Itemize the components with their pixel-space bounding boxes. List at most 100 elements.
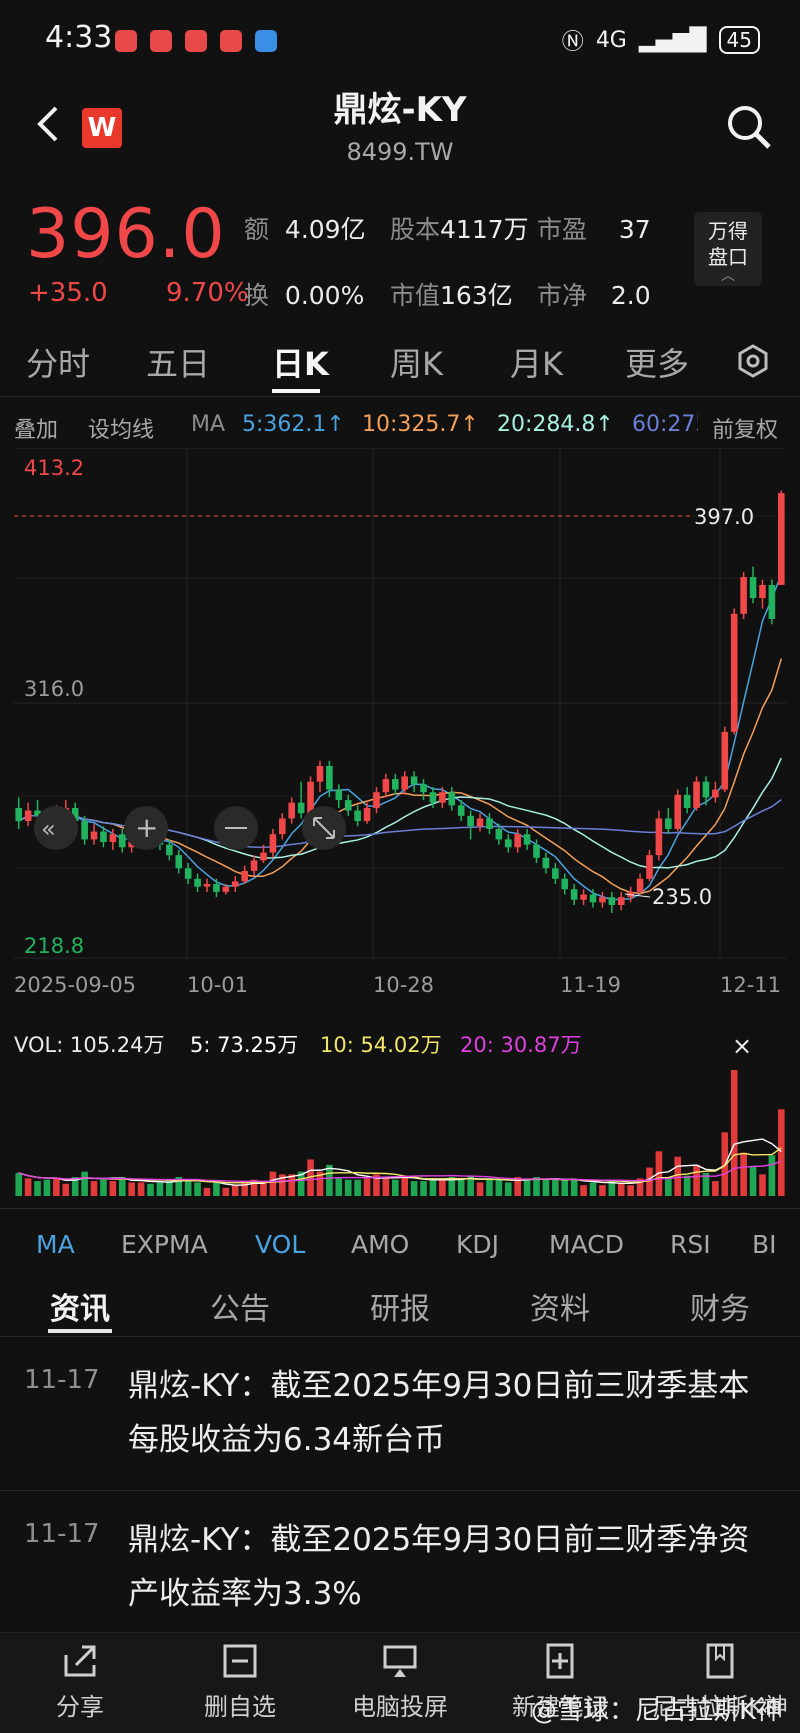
ma10-value: 10:325.7↑ [362, 412, 479, 437]
adjust-button[interactable]: 前复权 [712, 418, 779, 443]
last-marker: 397.0 [694, 505, 754, 529]
volume-bar [467, 1175, 474, 1196]
candle-body [665, 818, 672, 829]
pc-cast-button[interactable]: 电脑投屏 [330, 1641, 470, 1722]
chart-grid [14, 448, 786, 959]
ind-tab-expma[interactable]: EXPMA [121, 1230, 208, 1259]
volume-bar [34, 1181, 41, 1196]
volume-bar [429, 1179, 437, 1196]
volume-bar [702, 1172, 710, 1196]
news-tab-info[interactable]: 资讯 [50, 1292, 110, 1327]
pankou-button[interactable]: 万得 盘口 ︿ [694, 212, 762, 286]
tab-monthly-k[interactable]: 月K [510, 345, 563, 383]
volume-bar [137, 1182, 145, 1196]
tab-fenshi[interactable]: 分时 [26, 345, 91, 383]
candle-body [693, 781, 700, 808]
low-marker-line [624, 893, 651, 898]
search-button[interactable] [724, 102, 774, 152]
candle-body [749, 577, 757, 599]
news-tab-research[interactable]: 研报 [370, 1292, 430, 1327]
ind-tab-amo[interactable]: AMO [351, 1230, 410, 1259]
ind-tab-macd[interactable]: MACD [549, 1230, 624, 1259]
share-label: 分享 [56, 1693, 104, 1721]
profile-button[interactable]: 尼古拉斯K神 [650, 1641, 790, 1722]
ind-tab-kdj[interactable]: KDJ [456, 1230, 500, 1259]
new-note-button[interactable]: 新建笔记 [490, 1641, 630, 1722]
ind-tab-bias[interactable]: BI [752, 1230, 777, 1259]
ind-tab-ma[interactable]: MA [36, 1230, 75, 1259]
news-headline: 鼎炫-KY：截至2025年9月30日前三财季基本每股收益为6.34新台币 [128, 1368, 750, 1458]
candle-body [759, 584, 766, 599]
volume-bar [665, 1177, 672, 1196]
wind-logo[interactable]: W [82, 108, 122, 148]
volume-bar [128, 1182, 135, 1196]
settings-button[interactable] [736, 344, 770, 382]
candle-body [326, 765, 333, 790]
candle-body [721, 731, 729, 790]
volume-bar [194, 1182, 201, 1196]
share-button[interactable]: 分享 [10, 1641, 150, 1722]
candle-body [740, 577, 747, 614]
news-tab-finance[interactable]: 财务 [690, 1292, 750, 1327]
candle-body [194, 878, 201, 887]
candle-body [222, 886, 230, 892]
tab-daily-k[interactable]: 日K [272, 345, 329, 383]
candle-body [279, 818, 286, 835]
watermark: @雪球：尼古拉斯K神 [530, 1696, 782, 1726]
volume-bar [373, 1174, 380, 1196]
candle-body [391, 779, 399, 790]
volume-bar [730, 1070, 738, 1196]
volume-bar [674, 1156, 682, 1196]
overlay-button[interactable]: 叠加 [14, 418, 59, 443]
volume-bar [15, 1172, 23, 1196]
remove-watchlist-button[interactable]: 删自选 [170, 1641, 310, 1722]
volume-bar [391, 1179, 399, 1196]
back-arrow-icon [37, 106, 58, 142]
volume-bar [297, 1171, 305, 1196]
ma-line [18, 574, 782, 901]
candle-body [608, 897, 616, 906]
volume-bar [316, 1171, 324, 1196]
candle-body [175, 855, 183, 869]
candle-body [166, 844, 173, 856]
new-note-icon [546, 1643, 574, 1679]
candlestick-chart[interactable]: 413.2 316.0 218.8 397.0 235.0 2025-09-05… [0, 448, 800, 1210]
volume-bar [213, 1182, 220, 1196]
volume-bar [542, 1179, 550, 1196]
volume-bar [627, 1185, 634, 1196]
candle-body [467, 815, 474, 827]
candle-body [344, 800, 352, 811]
tab-more[interactable]: 更多 [625, 345, 690, 383]
candle-body [213, 884, 220, 892]
volume-bar [71, 1177, 79, 1196]
app-notification-icon [150, 30, 172, 52]
ind-tab-rsi[interactable]: RSI [670, 1230, 711, 1259]
news-tab-announcement[interactable]: 公告 [210, 1292, 270, 1327]
candle-body [533, 844, 540, 858]
profile-label: 尼古拉斯K神 [652, 1693, 788, 1721]
close-volume-icon: × [732, 1032, 752, 1060]
candle-body [410, 776, 418, 785]
news-tab-profile[interactable]: 资料 [530, 1292, 590, 1327]
news-item[interactable]: 11-17 鼎炫-KY：截至2025年9月30日前三财季净资产收益率为3.3% [0, 1490, 800, 1650]
stock-title: 鼎炫-KY [333, 90, 467, 130]
volume-bar [768, 1155, 776, 1196]
back-button[interactable] [30, 100, 66, 160]
app-notification-icon [115, 30, 137, 52]
plus-icon: + [135, 811, 158, 844]
candle-body [777, 493, 785, 585]
candle-body [768, 584, 776, 620]
candle-body [250, 860, 258, 871]
candle-body [15, 807, 23, 822]
candle-body [307, 781, 314, 814]
set-ma-button[interactable]: 设均线 [88, 418, 155, 443]
news-item[interactable]: 11-17 鼎炫-KY：截至2025年9月30日前三财季基本每股收益为6.34新… [0, 1336, 800, 1496]
volume-bar [552, 1179, 559, 1196]
candle-body [702, 781, 710, 798]
tab-weekly-k[interactable]: 周K [390, 345, 443, 383]
ind-tab-vol[interactable]: VOL [255, 1230, 306, 1259]
volume-bar [184, 1179, 192, 1196]
volume-bar [53, 1178, 60, 1196]
bookmark-icon [706, 1643, 734, 1679]
tab-wuri[interactable]: 五日 [146, 345, 211, 383]
